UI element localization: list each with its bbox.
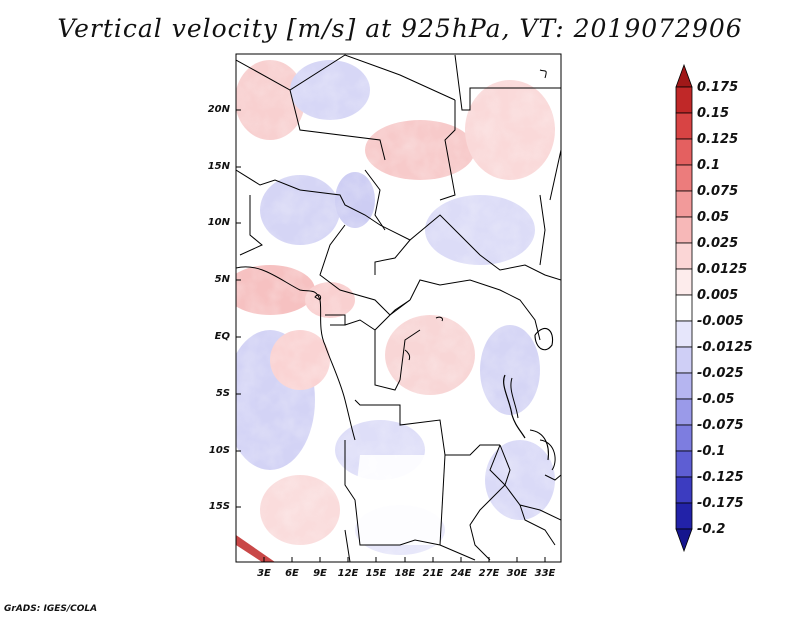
colorbar-segment [675, 450, 693, 478]
map-title: Vertical velocity [m/s] at 925hPa, VT: 2… [57, 14, 743, 43]
colorbar-label: -0.05 [697, 392, 735, 407]
lon-label-30e: 30E [506, 568, 528, 579]
colorbar-label: 0.05 [697, 210, 730, 225]
lat-label-20n: 20N [207, 104, 230, 115]
lon-label-9e: 9E [313, 568, 327, 579]
vertical-velocity-field [236, 54, 561, 562]
colorbar-segment [675, 138, 693, 166]
colorbar-label: -0.0125 [697, 340, 753, 355]
lat-label-10s: 10S [208, 445, 230, 456]
colorbar-segment [675, 164, 693, 192]
lat-label-15s: 15S [208, 501, 230, 512]
colorbar-arrow-top [675, 63, 693, 88]
lon-label-18e: 18E [394, 568, 416, 579]
colorbar-label: 0.005 [697, 288, 739, 303]
lon-label-6e: 6E [285, 568, 299, 579]
colorbar-label: -0.125 [697, 470, 744, 485]
lat-label-5s: 5S [215, 388, 230, 399]
colorbar-label: 0.15 [697, 106, 730, 121]
lat-label-eq: EQ [214, 331, 230, 342]
colorbar-label: 0.1 [697, 158, 721, 173]
lon-label-27e: 27E [478, 568, 500, 579]
colorbar-label: 0.175 [697, 80, 739, 95]
lon-label-15e: 15E [365, 568, 387, 579]
colorbar-label: -0.025 [697, 366, 744, 381]
colorbar-segment [675, 346, 693, 374]
colorbar-segment [675, 294, 693, 322]
colorbar-segment [675, 320, 693, 348]
colorbar-segment [675, 86, 693, 114]
lon-label-3e: 3E [257, 568, 271, 579]
axis-ticks [236, 109, 546, 562]
colorbar-label: -0.2 [697, 522, 726, 537]
colorbar-segment [675, 398, 693, 426]
colorbar-label: -0.005 [697, 314, 744, 329]
country-borders [236, 54, 561, 562]
lat-label-5n: 5N [214, 274, 230, 285]
colorbar-segment [675, 112, 693, 140]
colorbar-segment [675, 242, 693, 270]
lon-label-33e: 33E [534, 568, 556, 579]
colorbar-segment [675, 502, 693, 530]
grads-credit: GrADS: IGES/COLA [4, 604, 98, 614]
colorbar-label: -0.1 [697, 444, 726, 459]
lon-label-24e: 24E [450, 568, 472, 579]
colorbar-arrow-bottom [675, 528, 693, 553]
colorbar-segment [675, 190, 693, 218]
colorbar-label: -0.175 [697, 496, 744, 511]
lon-label-12e: 12E [337, 568, 359, 579]
colorbar-segment [675, 268, 693, 296]
colorbar-label: 0.125 [697, 132, 739, 147]
colorbar-label: 0.075 [697, 184, 739, 199]
colorbar-label: 0.0125 [697, 262, 748, 277]
map-frame [235, 53, 562, 563]
colorbar-segment [675, 216, 693, 244]
colorbar [675, 63, 693, 553]
lat-label-10n: 10N [207, 217, 230, 228]
colorbar-label: 0.025 [697, 236, 739, 251]
colorbar-segment [675, 424, 693, 452]
colorbar-segment [675, 476, 693, 504]
colorbar-segment [675, 372, 693, 400]
lat-label-15n: 15N [207, 161, 230, 172]
colorbar-label: -0.075 [697, 418, 744, 433]
lon-label-21e: 21E [422, 568, 444, 579]
